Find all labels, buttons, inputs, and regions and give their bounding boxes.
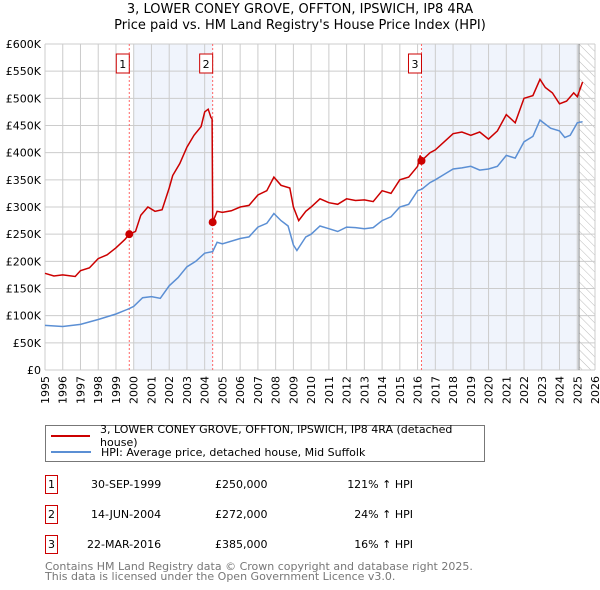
hpi-series-line bbox=[44, 118, 583, 328]
x-tick-label: 2024 bbox=[554, 376, 567, 404]
x-tick-label: 1996 bbox=[57, 376, 70, 404]
sale-marker-box bbox=[407, 53, 422, 74]
legend-swatch-property bbox=[51, 435, 91, 437]
x-tick-label: 2008 bbox=[270, 376, 283, 404]
chart-plot: 1995 1996 1997 1998 1999 2000 2001 2002 2003 2004… bbox=[6, 38, 600, 404]
x-tick-label: 1998 bbox=[92, 376, 105, 404]
sale-date: 30-SEP-1999 bbox=[91, 478, 162, 491]
x-tick-label: 2005 bbox=[216, 376, 229, 404]
x-tick-label: 2019 bbox=[465, 376, 478, 404]
y-tick-label: £100K bbox=[6, 310, 42, 323]
x-tick-label: 1995 bbox=[39, 376, 52, 404]
y-tick-label: £250K bbox=[6, 228, 42, 241]
x-tick-label: 2013 bbox=[358, 376, 371, 404]
sale-hpi: 16% ↑ HPI bbox=[354, 538, 413, 551]
sale-price: £250,000 bbox=[215, 478, 268, 491]
x-tick-label: 2014 bbox=[376, 376, 389, 404]
y-tick-label: £200K bbox=[6, 255, 42, 268]
y-tick-label: £350K bbox=[6, 174, 42, 187]
legend-label-property: 3, LOWER CONEY GROVE, OFFTON, IPSWICH, I… bbox=[100, 423, 453, 449]
sale-hpi: 24% ↑ HPI bbox=[354, 508, 413, 521]
x-tick-label: 1999 bbox=[110, 376, 123, 404]
sale-marker-label: 2 bbox=[203, 58, 210, 71]
sale-price: £385,000 bbox=[215, 538, 268, 551]
y-tick-label: £50K bbox=[13, 337, 42, 350]
x-tick-label: 2012 bbox=[341, 376, 354, 404]
x-tick-label: 2021 bbox=[500, 376, 513, 404]
chart-title: 3, LOWER CONEY GROVE, OFFTON, IPSWICH, I… bbox=[126, 2, 474, 17]
property-series-line bbox=[44, 77, 584, 278]
sale-marker-label: 1 bbox=[119, 58, 126, 71]
y-tick-label: £450K bbox=[6, 120, 42, 133]
sale-point bbox=[208, 218, 217, 227]
y-tick-label: £600K bbox=[6, 38, 42, 51]
legend-label-hpi: HPI: Average price, detached house, Mid … bbox=[101, 445, 366, 459]
sale-marker-box bbox=[115, 53, 130, 74]
sale-badge: 1 bbox=[45, 475, 58, 494]
sale-badge: 3 bbox=[45, 535, 58, 554]
sale-marker-label: 3 bbox=[411, 58, 418, 71]
y-tick-label: £500K bbox=[6, 92, 42, 105]
legend-swatch-hpi bbox=[51, 451, 91, 453]
x-tick-label: 2017 bbox=[429, 376, 442, 404]
footer-copyright: Contains HM Land Registry data © Crown c… bbox=[45, 560, 473, 573]
sale-row: 1 30-SEP-1999 £250,000 121% ↑ HPI bbox=[45, 475, 465, 495]
x-tick-label: 2004 bbox=[199, 376, 212, 404]
chart-subtitle: Price paid vs. HM Land Registry's House … bbox=[114, 18, 486, 33]
sale-badge: 2 bbox=[45, 505, 58, 524]
x-tick-label: 2003 bbox=[181, 376, 194, 404]
x-tick-label: 2006 bbox=[234, 376, 247, 404]
y-tick-label: £400K bbox=[6, 147, 42, 160]
x-tick-label: 2009 bbox=[287, 376, 300, 404]
footer-licence: This data is licensed under the Open Gov… bbox=[45, 570, 396, 583]
sale-point bbox=[417, 156, 426, 165]
x-tick-label: 2026 bbox=[589, 376, 600, 404]
x-tick-label: 2016 bbox=[412, 376, 425, 404]
x-tick-label: 2022 bbox=[518, 376, 531, 404]
x-tick-label: 2025 bbox=[571, 376, 584, 404]
y-tick-label: £150K bbox=[6, 283, 42, 296]
sale-row: 3 22-MAR-2016 £385,000 16% ↑ HPI bbox=[45, 535, 465, 555]
sale-price: £272,000 bbox=[215, 508, 268, 521]
sale-date: 14-JUN-2004 bbox=[91, 508, 162, 521]
y-tick-label: £0 bbox=[27, 364, 41, 377]
x-tick-label: 2018 bbox=[447, 376, 460, 404]
sale-point bbox=[125, 230, 134, 239]
y-tick-label: £300K bbox=[6, 201, 42, 214]
x-tick-label: 2007 bbox=[252, 376, 265, 404]
x-tick-label: 2000 bbox=[128, 376, 141, 404]
y-tick-label: £550K bbox=[6, 65, 42, 78]
sale-marker-box bbox=[199, 53, 214, 74]
x-tick-label: 2023 bbox=[536, 376, 549, 404]
sale-row: 2 14-JUN-2004 £272,000 24% ↑ HPI bbox=[45, 505, 465, 525]
x-tick-label: 1997 bbox=[74, 376, 87, 404]
x-tick-label: 2020 bbox=[483, 376, 496, 404]
x-tick-label: 2011 bbox=[323, 376, 336, 404]
sale-date: 22-MAR-2016 bbox=[87, 538, 162, 551]
x-tick-label: 2010 bbox=[305, 376, 318, 404]
sale-hpi: 121% ↑ HPI bbox=[347, 478, 413, 491]
x-tick-label: 2002 bbox=[163, 376, 176, 404]
x-tick-label: 2015 bbox=[394, 376, 407, 404]
legend: 3, LOWER CONEY GROVE, OFFTON, IPSWICH, I… bbox=[45, 423, 485, 462]
x-tick-label: 2001 bbox=[145, 376, 158, 404]
